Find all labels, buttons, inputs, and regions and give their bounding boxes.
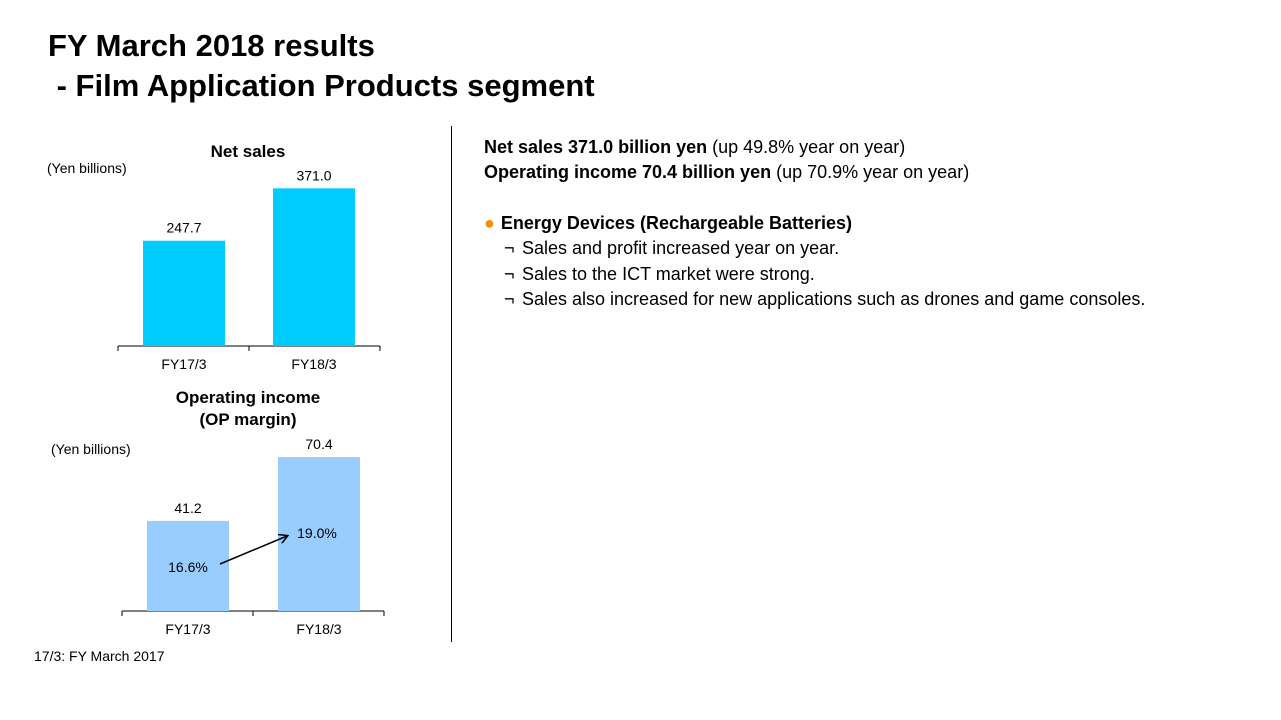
net-sales-summary-note: (up 49.8% year on year) bbox=[707, 137, 906, 157]
margin-increase-arrow-icon bbox=[219, 536, 287, 565]
net-sales-chart: 247.7 FY17/3 371.0 FY18/3 bbox=[117, 167, 381, 372]
bar-fy183 bbox=[273, 188, 355, 346]
bar-value-label: 247.7 bbox=[166, 220, 201, 236]
bar-value-label: 371.0 bbox=[296, 167, 331, 183]
orange-bullet-icon: ● bbox=[484, 213, 495, 233]
energy-devices-list: ¬ Sales and profit increased year on yea… bbox=[484, 236, 1204, 313]
bar-value-label: 41.2 bbox=[174, 500, 201, 516]
list-item-text: Sales to the ICT market were strong. bbox=[522, 263, 815, 284]
list-item: ¬ Sales and profit increased year on yea… bbox=[484, 236, 1204, 262]
x-tick-label: FY18/3 bbox=[291, 356, 336, 372]
list-item-text: Sales also increased for new application… bbox=[522, 289, 1146, 309]
operating-income-summary: Operating income 70.4 billion yen (up 70… bbox=[484, 160, 1204, 185]
not-sign-bullet-icon: ¬ bbox=[504, 263, 515, 284]
operating-income-summary-note: (up 70.9% year on year) bbox=[771, 162, 970, 182]
op-margin-label: 16.6% bbox=[168, 559, 208, 575]
bar-fy173 bbox=[143, 240, 225, 346]
energy-devices-heading-text: Energy Devices (Rechargeable Batteries) bbox=[500, 213, 853, 233]
summary-panel: Net sales 371.0 billion yen (up 49.8% ye… bbox=[484, 135, 1204, 313]
energy-devices-heading: ● Energy Devices (Rechargeable Batteries) bbox=[484, 211, 1204, 236]
operating-income-summary-bold: Operating income 70.4 billion yen bbox=[484, 162, 772, 182]
operating-income-chart: 41.2 FY17/3 70.4 FY18/3 16.6% 19.0% bbox=[121, 436, 385, 637]
x-tick-label: FY17/3 bbox=[165, 621, 210, 637]
bar-fy173 bbox=[147, 520, 229, 611]
vertical-divider bbox=[451, 126, 452, 642]
footnote: 17/3: FY March 2017 bbox=[34, 648, 165, 664]
net-sales-chart-title: Net sales bbox=[210, 142, 286, 161]
not-sign-bullet-icon: ¬ bbox=[504, 238, 515, 258]
net-sales-summary: Net sales 371.0 billion yen (up 49.8% ye… bbox=[484, 135, 1204, 160]
list-item: ¬ Sales also increased for new applicati… bbox=[484, 287, 1204, 313]
net-sales-summary-bold: Net sales 371.0 billion yen bbox=[484, 137, 708, 157]
operating-income-unit-label: (Yen billions) bbox=[51, 441, 131, 457]
x-tick-label: FY18/3 bbox=[296, 621, 341, 637]
x-tick-label: FY17/3 bbox=[161, 356, 206, 372]
net-sales-unit-label: (Yen billions) bbox=[47, 160, 127, 176]
slide-title: FY March 2018 results - Film Application… bbox=[48, 28, 595, 103]
not-sign-bullet-icon: ¬ bbox=[504, 289, 515, 309]
list-item: ¬ Sales to the ICT market were strong. bbox=[484, 262, 1204, 288]
list-item-text: Sales and profit increased year on year. bbox=[522, 238, 840, 258]
operating-income-chart-title: Operating income (OP margin) bbox=[175, 388, 321, 429]
bar-fy183 bbox=[278, 457, 360, 611]
bar-value-label: 70.4 bbox=[305, 436, 332, 452]
op-margin-label: 19.0% bbox=[297, 525, 337, 541]
